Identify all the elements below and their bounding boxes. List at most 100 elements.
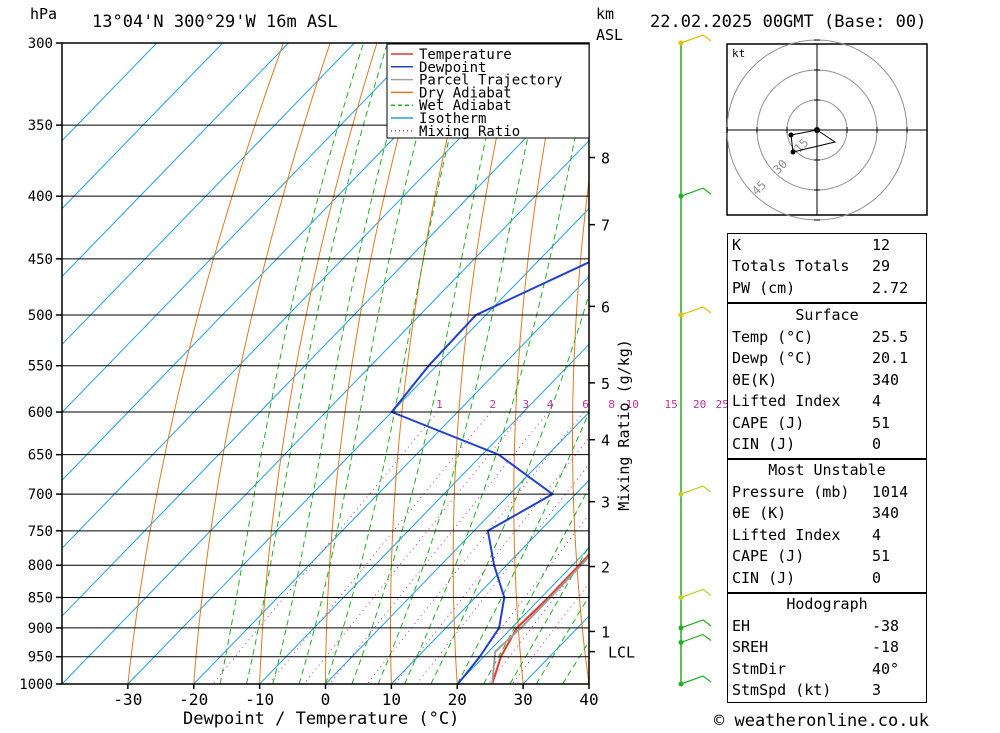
most-unstable-title: Most Unstable xyxy=(768,461,886,479)
index-label: Totals Totals xyxy=(732,257,850,276)
pressure-tick-label: 750 xyxy=(28,524,53,540)
pressure-tick-label: 950 xyxy=(28,650,53,666)
index-label: K xyxy=(732,236,742,254)
wet-adiabat-line xyxy=(483,486,589,684)
height-tick-label: 3 xyxy=(601,494,610,512)
pressure-tick-label: 1000 xyxy=(19,677,53,693)
mixing-ratio-label: 3 xyxy=(522,398,529,411)
legend-label: Isotherm xyxy=(419,111,486,127)
datetime-label: 22.02.2025 00GMT (Base: 00) xyxy=(650,12,927,32)
wind-barb xyxy=(680,619,712,629)
height-tick-label: 8 xyxy=(601,150,610,168)
height-tick-label: 1 xyxy=(601,623,610,641)
wind-barb xyxy=(680,588,712,599)
mixing-ratio-label: 15 xyxy=(665,398,678,411)
hodograph-title: Hodograph xyxy=(786,595,868,613)
mixing-ratio-label: 4 xyxy=(547,398,554,411)
height-tick-label: 6 xyxy=(601,298,610,316)
legend-box xyxy=(386,43,590,139)
height-tick-label: 5 xyxy=(601,375,610,393)
legend-label: Dry Adiabat xyxy=(419,85,512,101)
index-value: 1014 xyxy=(872,483,909,501)
index-value: 25.5 xyxy=(872,328,909,346)
copyright-label[interactable]: © weatheronline.co.uk xyxy=(714,711,929,731)
index-label: PW (cm) xyxy=(732,278,796,297)
index-value: 0 xyxy=(872,434,882,453)
legend-label: Dewpoint xyxy=(419,60,486,76)
height-tick-label: 2 xyxy=(601,559,610,577)
pressure-tick-label: 600 xyxy=(28,405,53,421)
isotherm-line xyxy=(62,43,487,481)
hodograph-point xyxy=(790,149,796,155)
isotherm-line xyxy=(62,43,289,278)
index-value: 51 xyxy=(872,413,891,432)
index-value: 4 xyxy=(872,392,882,411)
mixing-ratio-label: 8 xyxy=(608,398,615,411)
index-row: Totals Totals 29 xyxy=(732,256,922,277)
isotherm-line xyxy=(62,43,355,346)
index-row: StmSpd (kt) 3 xyxy=(732,680,922,701)
pressure-tick-label: 450 xyxy=(28,252,53,268)
index-label: Lifted Index xyxy=(732,525,841,544)
index-row: Lifted Index 4 xyxy=(732,391,922,412)
location-label: 13°04'N 300°29'W 16m ASL xyxy=(92,12,338,32)
x-tick-label: -30 xyxy=(113,690,142,709)
index-value: 12 xyxy=(872,236,891,254)
wind-barb xyxy=(680,633,712,644)
index-label: CIN (J) xyxy=(732,568,796,587)
wind-barb xyxy=(680,187,712,197)
height-unit-km: km xyxy=(596,5,615,23)
index-label: Lifted Index xyxy=(732,392,841,411)
isotherm-line xyxy=(325,411,589,684)
pressure-tick-label: 400 xyxy=(28,189,53,205)
index-row: PW (cm) 2.72 xyxy=(732,278,922,299)
x-tick-label: 10 xyxy=(382,690,401,709)
legend-label: Parcel Trajectory xyxy=(419,73,562,89)
indices-general-box xyxy=(727,233,927,303)
hodograph-storm-motion xyxy=(814,127,820,133)
pressure-tick-label: 850 xyxy=(28,590,53,606)
index-value: 20.1 xyxy=(872,349,909,368)
index-row: CIN (J) 0 xyxy=(732,434,922,455)
index-row: SREH -18 xyxy=(732,637,922,658)
index-label: θE (K) xyxy=(732,504,787,523)
mixing-ratio-label: 2 xyxy=(489,398,496,411)
x-axis-title: Dewpoint / Temperature (°C) xyxy=(183,709,460,729)
index-value: 2.72 xyxy=(872,278,909,297)
index-row: CAPE (J) 51 xyxy=(732,413,922,434)
index-label: CAPE (J) xyxy=(732,547,805,566)
indices-general: K 12 Totals Totals 29 PW (cm) 2.72 xyxy=(732,235,922,299)
legend-label: Wet Adiabat xyxy=(419,98,512,114)
index-row: EH -38 xyxy=(732,616,922,637)
height-tick-label: 7 xyxy=(601,217,610,235)
pressure-tick-label: 300 xyxy=(28,36,53,52)
height-tick-label: 4 xyxy=(601,432,610,450)
indices-surface-box xyxy=(727,303,927,459)
mixing-ratio-label: 10 xyxy=(626,398,639,411)
mixing-ratio-label: 20 xyxy=(693,398,706,411)
series-line-temperature xyxy=(491,553,589,684)
index-label: StmSpd (kt) xyxy=(732,681,832,700)
mixing-ratio-label: 25 xyxy=(716,398,729,411)
index-value: 40° xyxy=(872,659,900,678)
indices-mu-box xyxy=(727,459,927,593)
index-value: 340 xyxy=(872,504,900,523)
pressure-tick-label: 350 xyxy=(28,118,53,134)
isotherm-line xyxy=(193,275,589,684)
pressure-tick-label: 900 xyxy=(28,621,53,637)
wet-adiabat-line xyxy=(404,67,589,684)
isotherm-line xyxy=(259,343,589,684)
isotherm-line xyxy=(456,547,589,684)
legend-label: Temperature xyxy=(419,47,512,63)
index-label: Dewp (°C) xyxy=(732,349,814,368)
index-row: Pressure (mb) 1014 xyxy=(732,482,922,503)
surface-title: Surface xyxy=(795,306,859,324)
isotherm-line xyxy=(62,43,421,414)
isotherm-line xyxy=(391,479,589,684)
x-tick-label: 20 xyxy=(448,690,467,709)
indices-most-unstable: Pressure (mb) 1014 θE (K) 340 Lifted Index 4 C… xyxy=(732,482,922,589)
legend-label: Mixing Ratio xyxy=(419,124,520,140)
index-value: 3 xyxy=(872,681,882,700)
x-tick-label: -10 xyxy=(245,690,274,709)
